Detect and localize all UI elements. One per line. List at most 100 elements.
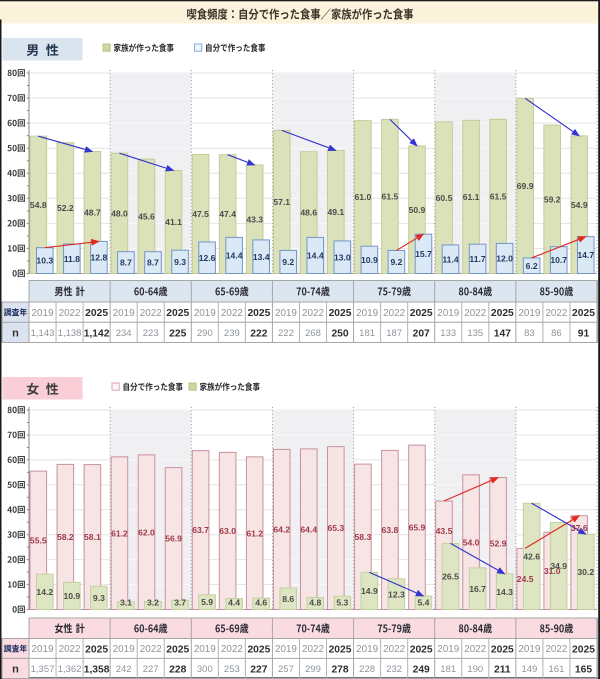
svg-text:69.9: 69.9 <box>517 181 534 191</box>
svg-text:57.1: 57.1 <box>273 197 290 207</box>
svg-text:2019: 2019 <box>32 308 54 319</box>
svg-text:58.3: 58.3 <box>355 532 372 542</box>
svg-text:6.2: 6.2 <box>526 261 538 271</box>
svg-text:149: 149 <box>521 664 537 675</box>
svg-text:52.9: 52.9 <box>490 539 507 549</box>
svg-text:211: 211 <box>494 664 511 675</box>
svg-text:60.5: 60.5 <box>436 193 453 203</box>
svg-text:2022: 2022 <box>302 308 324 319</box>
svg-text:5.3: 5.3 <box>336 598 348 608</box>
svg-text:147: 147 <box>494 328 511 339</box>
svg-text:2022: 2022 <box>464 644 486 655</box>
svg-text:48.0: 48.0 <box>111 208 128 218</box>
svg-text:14.2: 14.2 <box>36 587 53 597</box>
svg-text:55.5: 55.5 <box>30 535 47 545</box>
svg-text:290: 290 <box>197 328 213 339</box>
svg-text:2022: 2022 <box>140 308 162 319</box>
svg-text:228: 228 <box>169 664 186 675</box>
svg-text:9.2: 9.2 <box>390 257 402 267</box>
svg-text:227: 227 <box>143 664 159 675</box>
svg-text:181: 181 <box>440 664 456 675</box>
svg-text:59.2: 59.2 <box>544 194 561 204</box>
svg-text:2025: 2025 <box>166 644 189 655</box>
svg-text:14.4: 14.4 <box>307 251 324 261</box>
svg-text:2025: 2025 <box>85 308 108 319</box>
svg-text:11.4: 11.4 <box>442 254 458 264</box>
svg-text:52.2: 52.2 <box>57 203 74 213</box>
svg-text:n: n <box>12 663 19 675</box>
svg-text:54.8: 54.8 <box>30 200 47 210</box>
svg-text:2025: 2025 <box>329 308 352 319</box>
svg-text:227: 227 <box>250 664 267 675</box>
svg-text:2019: 2019 <box>194 308 216 319</box>
svg-text:2025: 2025 <box>410 644 433 655</box>
svg-text:232: 232 <box>386 664 402 675</box>
svg-text:65.3: 65.3 <box>327 523 344 533</box>
svg-text:45.6: 45.6 <box>138 211 155 221</box>
svg-text:56.9: 56.9 <box>165 534 182 544</box>
svg-text:190: 190 <box>467 664 483 675</box>
svg-text:2025: 2025 <box>166 308 189 319</box>
svg-text:2022: 2022 <box>464 308 486 319</box>
svg-text:2019: 2019 <box>275 308 297 319</box>
svg-text:4.8: 4.8 <box>309 598 321 608</box>
svg-text:47.5: 47.5 <box>192 209 209 219</box>
svg-text:43.3: 43.3 <box>246 214 263 224</box>
svg-text:61.0: 61.0 <box>355 192 372 202</box>
svg-text:228: 228 <box>359 664 375 675</box>
svg-text:62.0: 62.0 <box>138 527 155 537</box>
svg-text:257: 257 <box>278 664 294 675</box>
svg-text:31.0: 31.0 <box>544 566 561 576</box>
svg-text:2019: 2019 <box>275 644 297 655</box>
svg-text:223: 223 <box>143 328 159 339</box>
svg-text:8.6: 8.6 <box>282 594 294 604</box>
svg-text:58.2: 58.2 <box>57 532 74 542</box>
svg-text:8.7: 8.7 <box>120 258 132 268</box>
svg-text:63.0: 63.0 <box>219 526 236 536</box>
svg-text:48.6: 48.6 <box>300 208 317 218</box>
svg-text:2025: 2025 <box>572 644 595 655</box>
svg-text:3.7: 3.7 <box>174 598 186 608</box>
svg-text:300: 300 <box>197 664 213 675</box>
svg-text:64.2: 64.2 <box>273 525 290 535</box>
svg-text:12.6: 12.6 <box>199 253 216 263</box>
svg-text:2019: 2019 <box>356 308 378 319</box>
svg-text:2025: 2025 <box>410 308 433 319</box>
svg-text:299: 299 <box>305 664 321 675</box>
svg-text:61.5: 61.5 <box>490 192 507 202</box>
svg-text:242: 242 <box>116 664 132 675</box>
svg-text:3.2: 3.2 <box>147 598 159 608</box>
svg-text:187: 187 <box>386 328 402 339</box>
svg-text:30.2: 30.2 <box>577 567 594 577</box>
svg-text:9.3: 9.3 <box>174 257 186 267</box>
svg-text:2019: 2019 <box>437 644 459 655</box>
svg-text:10.9: 10.9 <box>63 591 80 601</box>
svg-text:225: 225 <box>169 328 186 339</box>
svg-text:24.5: 24.5 <box>517 574 534 584</box>
svg-text:8.7: 8.7 <box>147 258 159 268</box>
svg-text:1,143: 1,143 <box>31 328 55 339</box>
svg-text:11.8: 11.8 <box>64 254 80 264</box>
svg-text:2022: 2022 <box>545 308 567 319</box>
svg-text:12.8: 12.8 <box>91 253 108 263</box>
svg-text:4.4: 4.4 <box>228 598 240 608</box>
svg-text:2022: 2022 <box>140 644 162 655</box>
svg-text:2019: 2019 <box>518 644 540 655</box>
svg-text:2022: 2022 <box>221 644 243 655</box>
svg-text:1,362: 1,362 <box>58 664 82 675</box>
svg-text:63.8: 63.8 <box>382 525 399 535</box>
svg-text:249: 249 <box>413 664 430 675</box>
svg-text:2025: 2025 <box>247 308 270 319</box>
svg-text:47.4: 47.4 <box>219 209 236 219</box>
svg-text:54.0: 54.0 <box>463 537 480 547</box>
svg-text:135: 135 <box>467 328 483 339</box>
svg-text:64.4: 64.4 <box>300 524 317 534</box>
svg-text:34.9: 34.9 <box>550 561 567 571</box>
svg-text:2022: 2022 <box>59 308 81 319</box>
svg-text:58.1: 58.1 <box>84 532 101 542</box>
svg-text:14.9: 14.9 <box>361 586 378 596</box>
svg-text:207: 207 <box>413 328 430 339</box>
svg-text:234: 234 <box>116 328 132 339</box>
svg-text:86: 86 <box>551 328 562 339</box>
svg-text:4.6: 4.6 <box>255 598 267 608</box>
